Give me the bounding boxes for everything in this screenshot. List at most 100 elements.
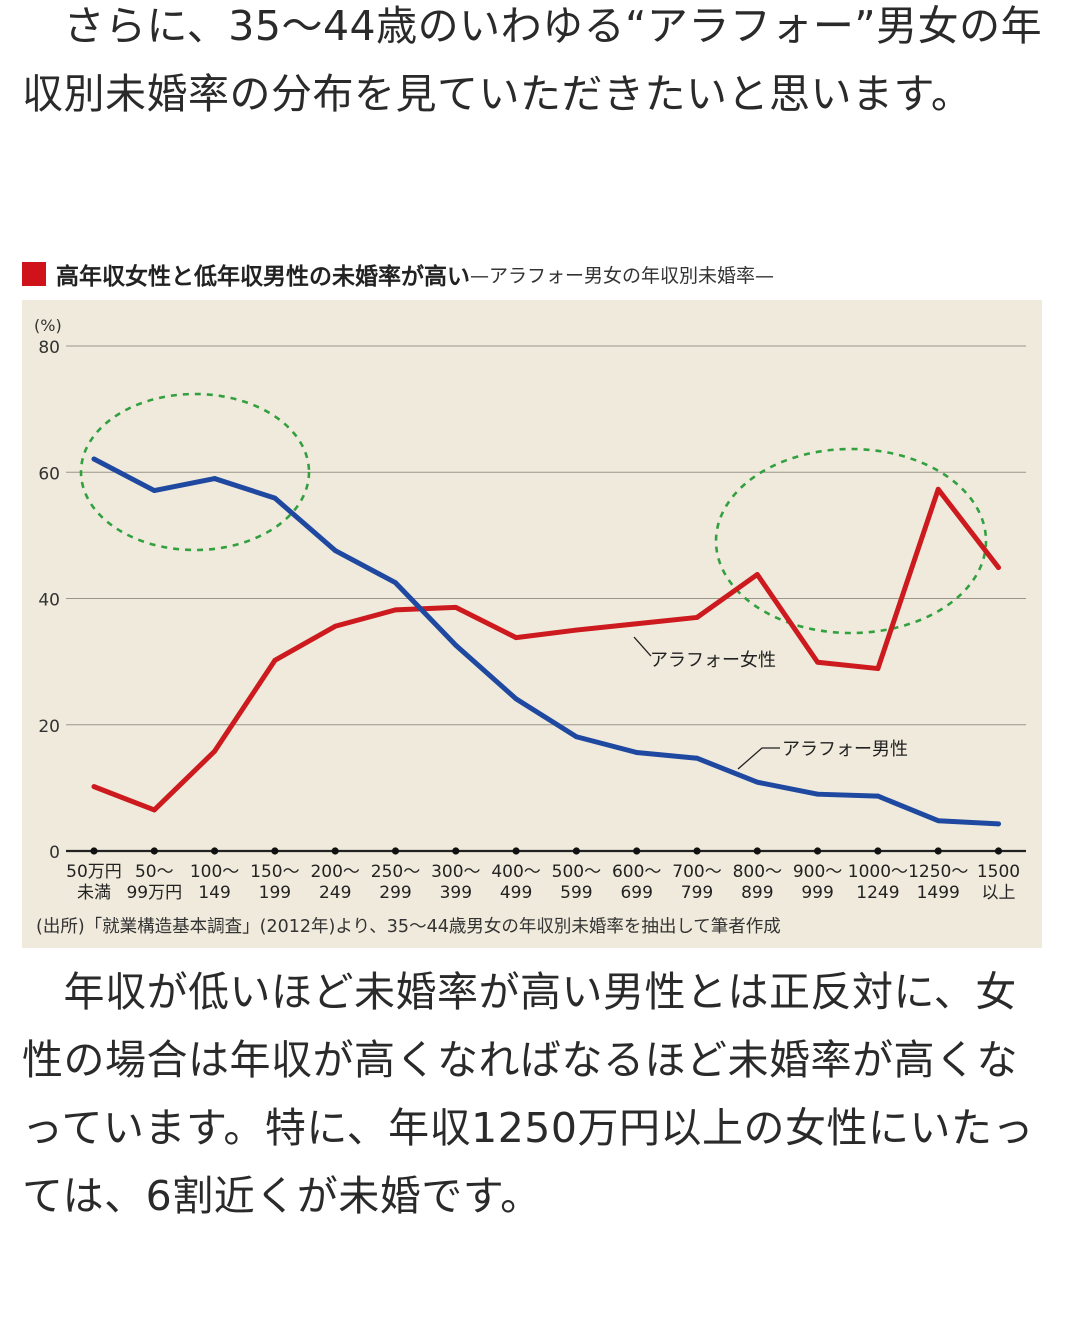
x-tick-dot: [814, 847, 822, 855]
data-point: [151, 488, 157, 493]
y-tick-label: 60: [38, 464, 60, 484]
data-point: [935, 818, 941, 824]
data-point: [815, 791, 820, 797]
x-tick-label: 未満: [77, 883, 111, 903]
x-tick-label: 50〜: [135, 862, 174, 882]
data-point: [875, 793, 881, 799]
x-tick-label: 499: [500, 883, 532, 903]
data-point: [574, 734, 579, 740]
x-tick-dot: [271, 847, 279, 855]
x-tick-label: 599: [560, 883, 592, 903]
x-tick-label: 300〜: [431, 862, 480, 882]
data-point: [574, 627, 579, 633]
x-tick-dot: [874, 847, 882, 855]
x-tick-label: 50万円: [66, 862, 122, 882]
data-point: [996, 821, 1001, 827]
highlight-ellipse-low-income: [79, 392, 311, 552]
x-tick-dot: [512, 847, 520, 855]
data-point: [875, 666, 881, 671]
x-tick-label: 299: [379, 883, 411, 903]
x-tick-label: 399: [440, 883, 472, 903]
x-tick-label: 1499: [917, 883, 960, 903]
data-point: [694, 755, 700, 761]
x-tick-dot: [693, 847, 701, 855]
y-tick-label: 0: [49, 843, 60, 863]
highlight-ellipse-high-income: [714, 447, 988, 635]
x-tick-label: 99万円: [126, 883, 182, 903]
data-point: [151, 807, 157, 813]
data-point: [91, 456, 97, 462]
data-point: [754, 779, 760, 785]
intro-paragraph: さらに、35〜44歳のいわゆる“アラフォー”男女の年収別未婚率の分布を見ていただ…: [22, 2, 1043, 118]
data-point: [513, 635, 519, 641]
x-tick-label: 500〜: [552, 862, 601, 882]
data-point: [694, 615, 700, 620]
x-tick-label: 149: [198, 883, 230, 903]
x-tick-dot: [633, 847, 641, 855]
x-tick-dot: [934, 847, 942, 855]
data-point: [393, 580, 398, 586]
x-tick-dot: [90, 847, 98, 855]
x-tick-dot: [452, 847, 460, 855]
x-tick-label: 400〜: [491, 862, 540, 882]
data-point: [453, 642, 459, 648]
x-tick-label: 700〜: [672, 862, 721, 882]
x-tick-dot: [150, 847, 158, 855]
conclusion-paragraph: 年収が低いほど未婚率が高い男性とは正反対に、女性の場合は年収が高くなればなるほど…: [22, 968, 1034, 1220]
data-point: [393, 607, 398, 613]
y-tick-label: 80: [38, 338, 60, 358]
x-tick-label: 1500: [977, 862, 1020, 882]
x-tick-label: 799: [681, 883, 713, 903]
x-tick-label: 1000〜: [848, 862, 908, 882]
y-axis-unit: (%): [34, 316, 62, 335]
data-point: [91, 784, 97, 790]
x-tick-dot: [211, 847, 219, 855]
x-tick-label: 899: [741, 883, 773, 903]
x-tick-label: 以上: [982, 883, 1016, 903]
x-tick-label: 100〜: [190, 862, 239, 882]
title-marker: [22, 262, 46, 286]
x-tick-label: 600〜: [612, 862, 661, 882]
data-point: [634, 750, 640, 755]
data-point: [453, 604, 459, 610]
data-point: [754, 572, 760, 577]
y-tick-label: 20: [38, 717, 60, 737]
source-note: (出所)「就業構造基本調査」(2012年)より、35〜44歳男女の年収別未婚率を…: [36, 917, 781, 937]
x-tick-label: 200〜: [310, 862, 359, 882]
x-tick-label: 1249: [856, 883, 899, 903]
series-line-0: [91, 486, 1001, 813]
data-point: [935, 486, 941, 492]
data-point: [332, 548, 338, 553]
y-tick-label: 40: [38, 591, 60, 611]
data-point: [212, 476, 218, 481]
data-point: [212, 748, 218, 754]
data-point: [272, 657, 278, 663]
x-tick-label: 199: [259, 883, 291, 903]
x-tick-label: 800〜: [733, 862, 782, 882]
x-tick-label: 150〜: [250, 862, 299, 882]
x-tick-label: 999: [801, 883, 833, 903]
x-tick-dot: [391, 847, 400, 855]
data-point: [513, 696, 519, 702]
chart-panel: 0 20 40 60 80 50万円 未満 50〜 99万円 100〜 149 150〜 199 200…: [22, 300, 1042, 948]
series-line-1: [91, 456, 1001, 827]
x-tick-dot: [753, 847, 761, 855]
series-label-male: アラフォー男性: [782, 739, 908, 760]
series-label-female: アラフォー女性: [650, 650, 776, 671]
data-point: [996, 565, 1001, 570]
figure-title-sub: —アラフォー男女の年収別未婚率—: [470, 264, 775, 287]
x-tick-label: 1250〜: [908, 862, 968, 882]
data-point: [332, 623, 338, 629]
x-tick-label: 250〜: [371, 862, 420, 882]
leader-line-female: [633, 636, 652, 657]
leader-line-male: [737, 747, 780, 770]
data-point: [634, 621, 640, 627]
x-tick-dot: [994, 847, 1003, 855]
data-point: [272, 495, 278, 501]
figure-title: 高年収女性と低年収男性の未婚率が高い —アラフォー男女の年収別未婚率—: [22, 258, 1052, 290]
x-tick-dot: [572, 847, 581, 855]
x-tick-label: 900〜: [793, 862, 842, 882]
x-tick-dot: [331, 847, 339, 855]
figure-title-main: 高年収女性と低年収男性の未婚率が高い: [56, 264, 470, 290]
